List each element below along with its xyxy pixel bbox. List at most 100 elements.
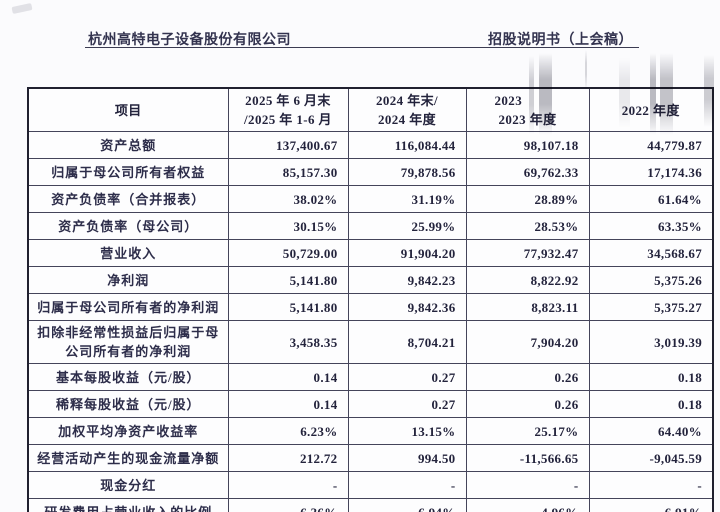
company-name: 杭州高特电子设备股份有限公司: [88, 33, 291, 48]
table-row: 扣除非经常性损益后归属于母公司所有者的净利润 3,458.35 8,704.21…: [27, 320, 714, 364]
table-body: 资产总额 137,400.67 116,084.44 98,107.18 44,…: [27, 131, 714, 512]
table-row: 研发费用占营业收入的比例 6.36% 6.94% 4.96% 6.91%: [27, 498, 714, 512]
value-2025: 6.23%: [227, 417, 349, 445]
value-2024: -: [347, 471, 467, 499]
value-2025: 50,729.00: [227, 239, 349, 267]
value-2024: 0.27: [347, 363, 467, 391]
table-row: 净利润 5,141.80 9,842.23 8,822.92 5,375.26: [27, 266, 714, 294]
table-row: 归属于母公司所有者的净利润 5,141.80 9,842.36 8,823.11…: [27, 293, 714, 321]
value-2022: 17,174.36: [588, 158, 714, 186]
value-2024: 6.94%: [347, 498, 467, 512]
document-title: 招股说明书（上会稿）: [488, 33, 633, 48]
row-item-label: 稀释每股收益（元/股）: [27, 390, 229, 418]
column-header-2024: 2024 年末/ 2024 年度: [347, 87, 467, 132]
value-2022: 44,779.87: [588, 131, 714, 159]
value-2022: -: [588, 471, 714, 499]
value-2024: 13.15%: [347, 417, 467, 445]
value-2023: 4.96%: [465, 498, 590, 512]
table-row: 经营活动产生的现金流量净额 212.72 994.50 -11,566.65 -…: [27, 444, 714, 472]
value-2023: 77,932.47: [465, 239, 590, 267]
value-2023: 8,823.11: [465, 293, 590, 321]
table-row: 归属于母公司所有者权益 85,157.30 79,878.56 69,762.3…: [27, 158, 714, 186]
value-2023: 0.26: [465, 363, 590, 391]
value-2022: 3,019.39: [588, 320, 714, 364]
scan-artifact-streak: [585, 50, 587, 90]
row-item-label: 资产负债率（母公司）: [27, 212, 229, 240]
value-2024: 0.27: [347, 390, 467, 418]
column-header-2025-line1: 2025 年 6 月末: [245, 93, 331, 108]
value-2023: 25.17%: [465, 417, 590, 445]
row-item-label: 归属于母公司所有者的净利润: [27, 293, 229, 321]
document-header: 杭州高特电子设备股份有限公司 招股说明书（上会稿）: [0, 29, 720, 49]
column-header-item: 项目: [27, 87, 229, 132]
value-2025: 137,400.67: [227, 131, 349, 159]
value-2022: 63.35%: [588, 212, 714, 240]
value-2022: 0.18: [588, 390, 714, 418]
value-2025: 30.15%: [227, 212, 349, 240]
value-2023: 28.53%: [465, 212, 590, 240]
value-2025: 212.72: [227, 444, 349, 472]
value-2022: -9,045.59: [588, 444, 714, 472]
row-item-label: 扣除非经常性损益后归属于母公司所有者的净利润: [27, 320, 229, 364]
value-2025: 6.36%: [227, 498, 349, 512]
value-2023: 7,904.20: [465, 320, 590, 364]
value-2025: 0.14: [227, 363, 349, 391]
value-2022: 64.40%: [588, 417, 714, 445]
value-2024: 91,904.20: [347, 239, 467, 267]
value-2023: 69,762.33: [465, 158, 590, 186]
value-2023: 0.26: [465, 390, 590, 418]
table-row: 基本每股收益（元/股） 0.14 0.27 0.26 0.18: [27, 363, 714, 391]
row-item-label: 研发费用占营业收入的比例: [27, 498, 229, 512]
column-header-2023-line1: 2023: [494, 93, 523, 108]
row-item-label: 营业收入: [27, 239, 229, 267]
value-2023: -: [465, 471, 590, 499]
table-row: 资产负债率（母公司） 30.15% 25.99% 28.53% 63.35%: [27, 212, 714, 240]
value-2025: 38.02%: [227, 185, 349, 213]
value-2025: 85,157.30: [227, 158, 349, 186]
value-2022: 5,375.27: [588, 293, 714, 321]
value-2024: 25.99%: [347, 212, 467, 240]
value-2025: 0.14: [227, 390, 349, 418]
value-2025: 3,458.35: [227, 320, 349, 364]
value-2023: -11,566.65: [465, 444, 590, 472]
value-2025: -: [227, 471, 349, 499]
table-row: 资产总额 137,400.67 116,084.44 98,107.18 44,…: [27, 131, 714, 159]
value-2022: 34,568.67: [588, 239, 714, 267]
column-header-2025-line2: /2025 年 1-6 月: [244, 112, 332, 127]
value-2022: 0.18: [588, 363, 714, 391]
value-2022: 61.64%: [588, 185, 714, 213]
row-item-label: 经营活动产生的现金流量净额: [27, 444, 229, 472]
table-header-row: 项目 2025 年 6 月末 /2025 年 1-6 月 2024 年末/ 20…: [27, 87, 714, 132]
value-2024: 116,084.44: [347, 131, 467, 159]
column-header-2024-line1: 2024 年末/: [375, 93, 439, 108]
value-2024: 79,878.56: [347, 158, 467, 186]
row-item-label: 现金分红: [27, 471, 229, 499]
value-2022: 5,375.26: [588, 266, 714, 294]
value-2024: 9,842.36: [347, 293, 467, 321]
column-header-2025: 2025 年 6 月末 /2025 年 1-6 月: [227, 87, 349, 132]
row-item-label: 基本每股收益（元/股）: [27, 363, 229, 391]
table-row: 加权平均净资产收益率 6.23% 13.15% 25.17% 64.40%: [27, 417, 714, 445]
column-header-2023-line2: 2023 年度: [498, 112, 557, 127]
value-2023: 28.89%: [465, 185, 590, 213]
column-header-2023: 2023 2023 年度: [465, 87, 590, 132]
value-2024: 9,842.23: [347, 266, 467, 294]
table-row: 现金分红 - - - -: [27, 471, 714, 499]
header-underline-rule: [85, 47, 639, 48]
value-2024: 8,704.21: [347, 320, 467, 364]
column-header-2022: 2022 年度: [588, 87, 714, 132]
row-item-label: 资产总额: [27, 131, 229, 159]
table-row: 营业收入 50,729.00 91,904.20 77,932.47 34,56…: [27, 239, 714, 267]
value-2023: 8,822.92: [465, 266, 590, 294]
row-item-label: 净利润: [27, 266, 229, 294]
value-2024: 31.19%: [347, 185, 467, 213]
scan-corner-artifact: [11, 2, 33, 15]
row-item-label: 资产负债率（合并报表）: [27, 185, 229, 213]
value-2023: 98,107.18: [465, 131, 590, 159]
column-header-2024-line2: 2024 年度: [377, 112, 437, 127]
table-row: 稀释每股收益（元/股） 0.14 0.27 0.26 0.18: [27, 390, 714, 418]
table-row: 资产负债率（合并报表） 38.02% 31.19% 28.89% 61.64%: [27, 185, 714, 213]
value-2022: 6.91%: [588, 498, 714, 512]
value-2025: 5,141.80: [227, 266, 349, 294]
